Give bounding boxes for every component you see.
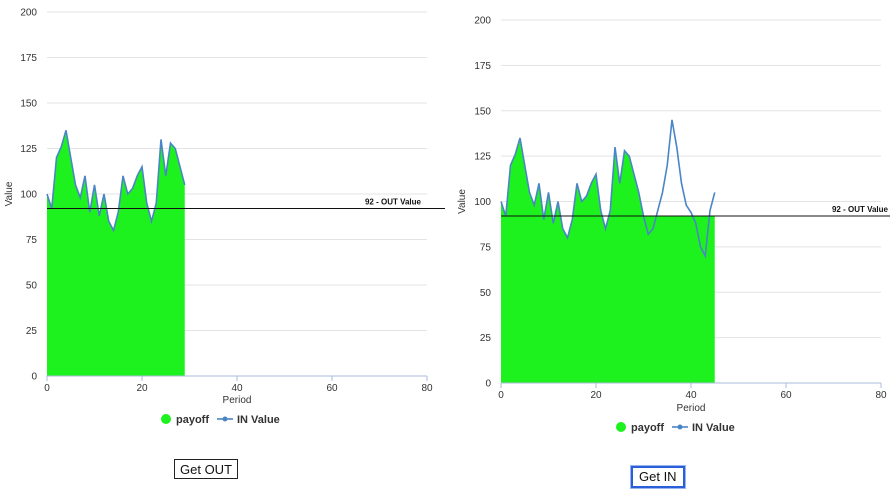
out-value-reference-label: 92 - OUT Value [832, 205, 889, 214]
y-tick-label: 50 [26, 281, 38, 292]
legend-in-value-label: IN Value [692, 422, 735, 434]
y-tick-label: 0 [31, 372, 37, 383]
payoff-area [501, 137, 715, 383]
x-axis-title: Period [677, 403, 706, 414]
y-tick-label: 200 [20, 8, 37, 19]
y-tick-label: 100 [474, 197, 491, 208]
x-tick-label: 80 [421, 383, 433, 394]
y-tick-label: 75 [26, 235, 38, 246]
legend-payoff-label: payoff [631, 422, 664, 434]
y-tick-label: 25 [480, 333, 492, 344]
y-tick-label: 100 [20, 190, 37, 201]
legend: payoff IN Value [616, 422, 735, 434]
out-value-reference-label: 92 - OUT Value [365, 198, 422, 207]
x-tick-labels: 0 20 40 60 80 [44, 376, 433, 394]
legend: payoff IN Value [161, 414, 280, 426]
legend-in-value-marker [222, 416, 228, 422]
legend-in-value-label: IN Value [237, 414, 280, 426]
y-tick-label: 25 [26, 326, 38, 337]
y-tick-labels: 0 25 50 75 100 125 150 175 200 [474, 16, 491, 390]
get-in-button[interactable]: Get IN [630, 465, 686, 489]
y-tick-label: 50 [480, 288, 492, 299]
y-tick-label: 125 [20, 144, 37, 155]
y-tick-label: 0 [485, 379, 491, 390]
legend-payoff-marker [616, 422, 626, 432]
get-out-button[interactable]: Get OUT [174, 459, 239, 479]
legend-in-value-marker [677, 424, 683, 430]
x-tick-label: 0 [44, 383, 50, 394]
y-tick-label: 125 [474, 152, 491, 163]
x-tick-label: 20 [590, 390, 602, 401]
legend-payoff-marker [161, 414, 171, 424]
y-tick-label: 200 [474, 16, 491, 27]
chart-right: 0 25 50 75 100 125 150 175 200 0 20 40 60 80 92 - OU… [457, 16, 890, 434]
y-tick-label: 150 [474, 106, 491, 117]
x-tick-label: 80 [875, 390, 887, 401]
y-tick-label: 75 [480, 242, 492, 253]
y-tick-label: 150 [20, 99, 37, 110]
x-tick-labels: 0 20 40 60 80 [498, 383, 887, 401]
x-tick-label: 40 [685, 390, 697, 401]
x-axis-title: Period [223, 395, 252, 406]
y-tick-label: 175 [20, 53, 37, 64]
in-value-line [500, 119, 716, 259]
x-tick-label: 20 [136, 383, 148, 394]
x-tick-label: 60 [780, 390, 792, 401]
y-axis-title: Value [4, 181, 15, 206]
chart-left: 0 25 50 75 100 125 150 175 200 0 20 40 60 80 92 - OU… [4, 8, 445, 426]
y-tick-label: 175 [474, 61, 491, 72]
x-tick-label: 40 [231, 383, 243, 394]
y-axis-title: Value [457, 189, 468, 214]
in-value-line [46, 130, 186, 233]
legend-payoff-label: payoff [176, 414, 209, 426]
payoff-area [47, 130, 185, 376]
x-tick-label: 60 [326, 383, 338, 394]
y-tick-labels: 0 25 50 75 100 125 150 175 200 [20, 8, 37, 383]
x-tick-label: 0 [498, 390, 504, 401]
